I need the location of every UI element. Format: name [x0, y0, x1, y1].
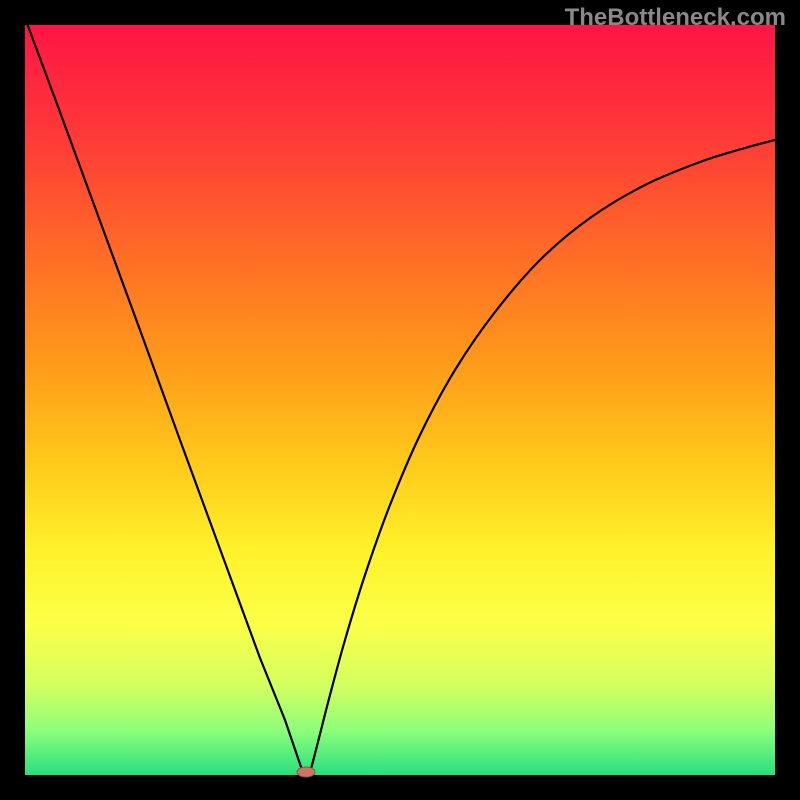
chart-svg — [0, 0, 800, 800]
chart-container: TheBottleneck.com — [0, 0, 800, 800]
chart-background — [25, 25, 775, 775]
watermark-text: TheBottleneck.com — [565, 4, 786, 32]
valley-marker — [297, 767, 315, 777]
